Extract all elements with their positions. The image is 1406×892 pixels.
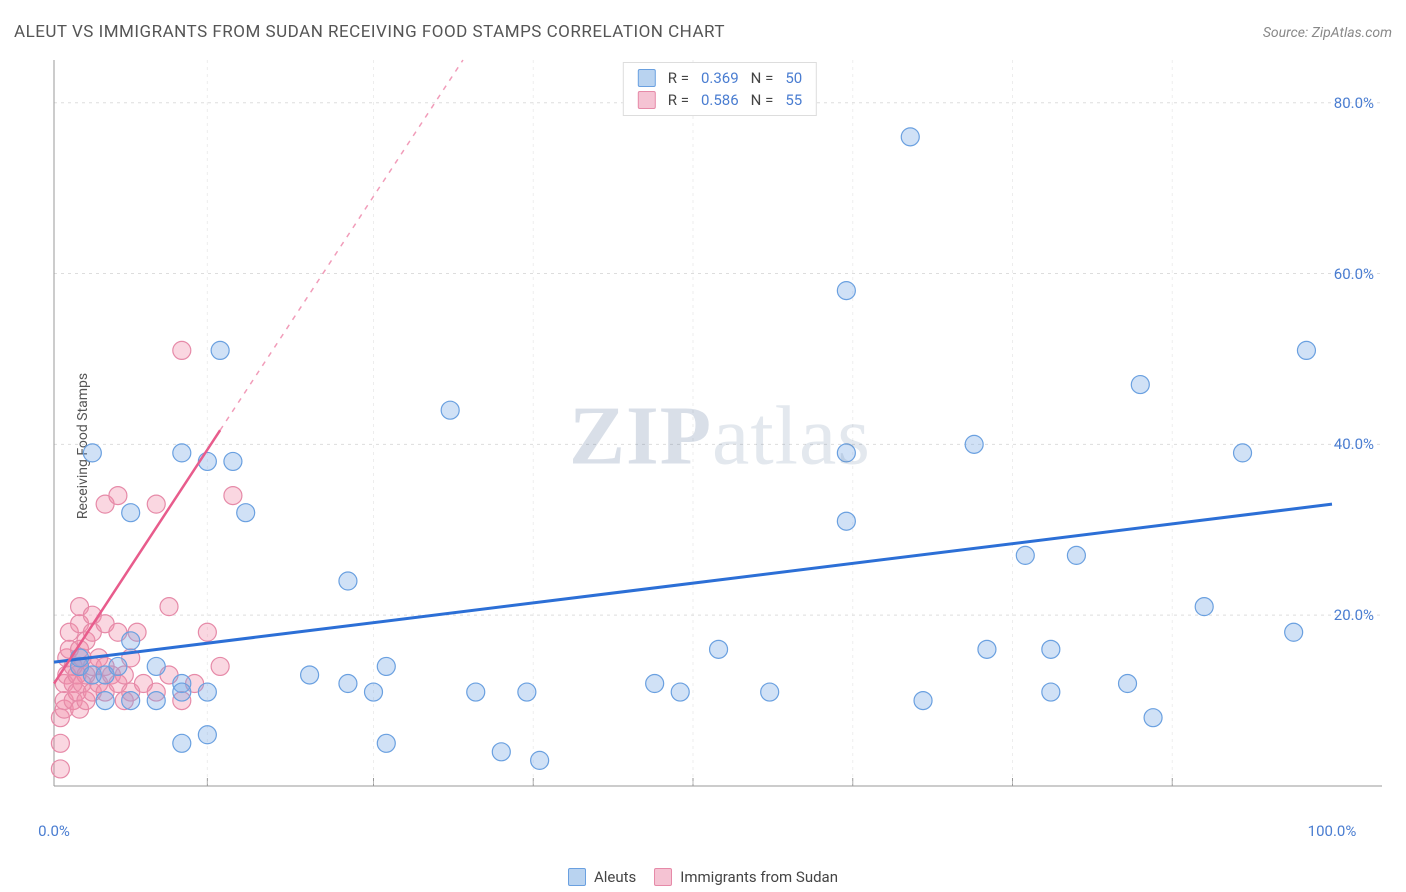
n-value-sudan: 55 xyxy=(785,91,802,109)
legend-label-sudan: Immigrants from Sudan xyxy=(680,868,838,886)
chart-svg xyxy=(48,56,1392,816)
n-label: N = xyxy=(751,91,774,109)
chart-title: ALEUT VS IMMIGRANTS FROM SUDAN RECEIVING… xyxy=(14,22,725,42)
n-value-aleuts: 50 xyxy=(785,69,802,87)
legend-swatch-sudan xyxy=(654,868,672,886)
bottom-legend: Aleuts Immigrants from Sudan xyxy=(0,868,1406,886)
y-tick-label: 20.0% xyxy=(1334,606,1374,624)
x-tick-label: 0.0% xyxy=(38,822,70,840)
stats-legend-row-aleuts: R = 0.369 N = 50 xyxy=(638,67,802,89)
y-tick-label: 40.0% xyxy=(1334,435,1374,453)
y-tick-label: 80.0% xyxy=(1334,94,1374,112)
y-tick-label: 60.0% xyxy=(1334,265,1374,283)
swatch-aleuts xyxy=(638,69,656,87)
source-attribution: Source: ZipAtlas.com xyxy=(1263,25,1392,41)
scatter-plot: ZIPatlas R = 0.369 N = 50 R = 0.586 N = … xyxy=(48,56,1392,816)
x-tick-label: 100.0% xyxy=(1308,822,1357,840)
swatch-sudan xyxy=(638,91,656,109)
r-label: R = xyxy=(668,91,689,109)
legend-swatch-aleuts xyxy=(568,868,586,886)
legend-item-aleuts: Aleuts xyxy=(568,868,636,886)
n-label: N = xyxy=(751,69,774,87)
stats-legend: R = 0.369 N = 50 R = 0.586 N = 55 xyxy=(623,62,817,116)
legend-item-sudan: Immigrants from Sudan xyxy=(654,868,838,886)
header-row: ALEUT VS IMMIGRANTS FROM SUDAN RECEIVING… xyxy=(14,22,1392,42)
r-value-sudan: 0.586 xyxy=(701,91,739,109)
legend-label-aleuts: Aleuts xyxy=(594,868,636,886)
stats-legend-row-sudan: R = 0.586 N = 55 xyxy=(638,89,802,111)
r-label: R = xyxy=(668,69,689,87)
r-value-aleuts: 0.369 xyxy=(701,69,739,87)
